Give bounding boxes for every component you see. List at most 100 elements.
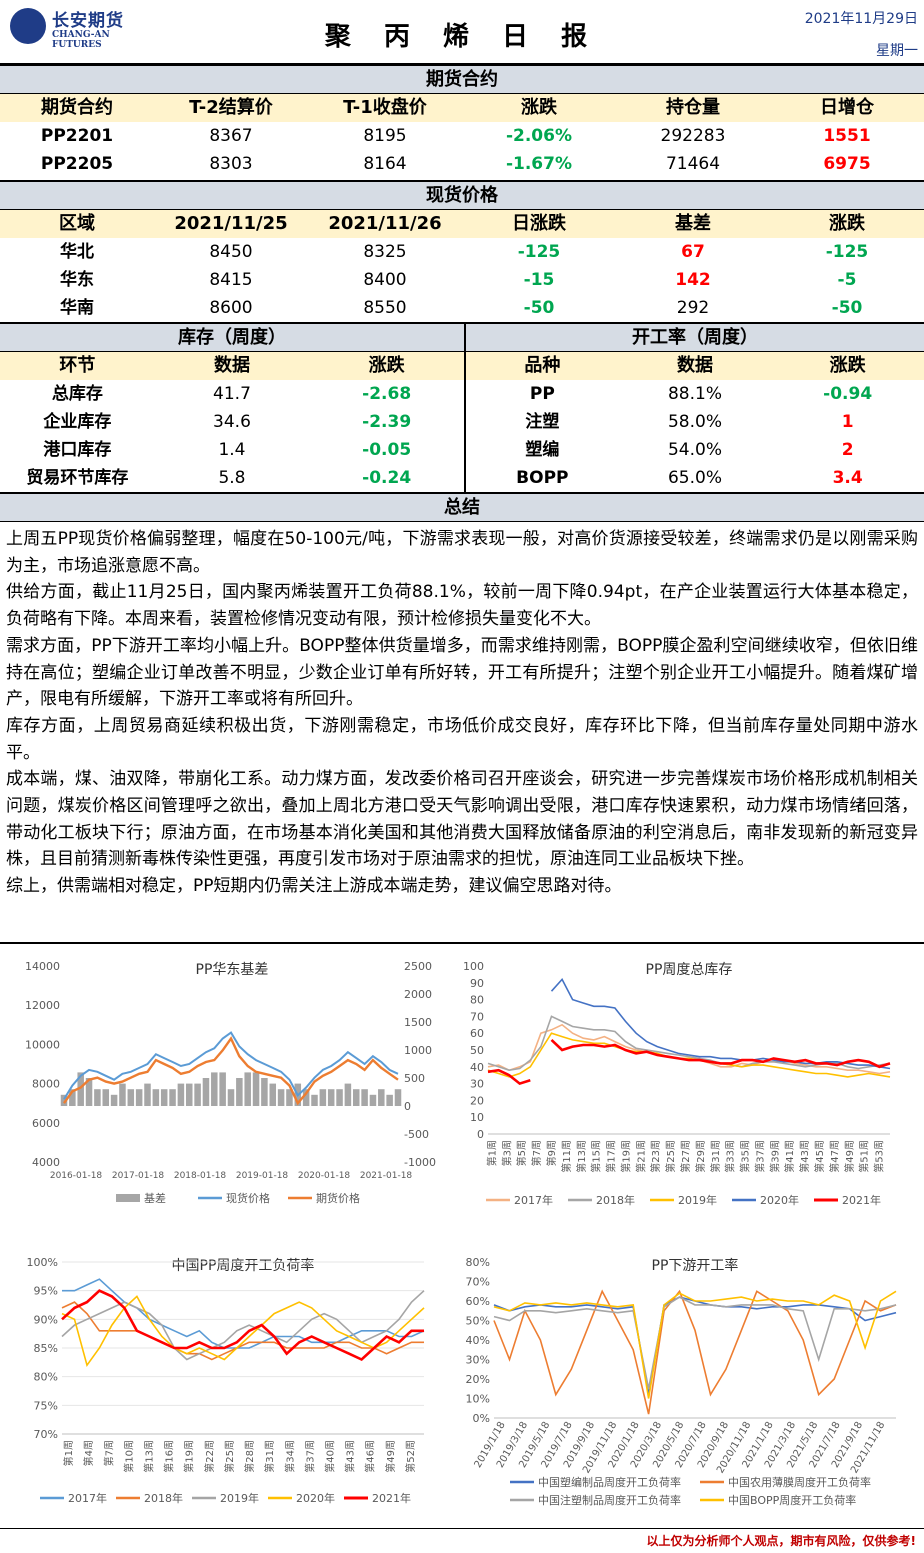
inventory-panel: 库存（周度） 环节 数据 涨跌 总库存 41.7 -2.68 企业库存 34.6… bbox=[0, 322, 466, 492]
daily-change: -125 bbox=[517, 242, 561, 262]
x-tick-label: 2016-01-18 bbox=[50, 1171, 103, 1181]
y-tick-label: 90% bbox=[34, 1313, 58, 1326]
basis-bar bbox=[194, 1083, 201, 1106]
spot-price-2: 8325 bbox=[363, 242, 407, 262]
x-tick-label: 第33周 bbox=[724, 1140, 737, 1173]
basis-bar bbox=[211, 1072, 218, 1106]
series-line-1 bbox=[487, 1023, 891, 1075]
basis-chart-svg: PP华东基差400060008000100001200014000-1000-5… bbox=[25, 960, 436, 1205]
y-tick-label: 100 bbox=[464, 960, 484, 973]
operating-rate: 54.0% bbox=[667, 440, 722, 460]
basis-bar bbox=[394, 1089, 402, 1106]
y-left-tick-label: 10000 bbox=[25, 1038, 60, 1051]
x-tick-label: 第15周 bbox=[590, 1140, 603, 1173]
x-tick-label: 第37周 bbox=[753, 1140, 766, 1173]
y-tick-label: 60 bbox=[470, 1027, 484, 1040]
y-tick-label: 50 bbox=[470, 1044, 484, 1057]
y-right-tick-label: 500 bbox=[404, 1072, 425, 1085]
spot-table: 区域 2021/11/25 2021/11/26 日涨跌 基差 涨跌 华北 84… bbox=[0, 210, 924, 322]
inventory-chart-svg: PP周度总库存 0 10 20 30 40 50 60 70 80 90 100 第1周 第3周 第5周 第7… bbox=[464, 960, 891, 1207]
x-tick-label: 第1周 bbox=[62, 1440, 75, 1466]
futures-section: 期货合约 期货合约 T-2结算价 T-1收盘价 涨跌 持仓量 日增仓 PP220… bbox=[0, 64, 924, 178]
x-tick-label: 第52周 bbox=[404, 1440, 417, 1473]
basis-bar bbox=[152, 1089, 160, 1106]
spot-price-1: 8415 bbox=[209, 270, 253, 290]
basis-bar bbox=[369, 1094, 377, 1106]
x-tick-label: 第10周 bbox=[122, 1440, 135, 1473]
x-tick-label: 第29周 bbox=[694, 1140, 707, 1173]
report-weekday: 星期一 bbox=[876, 43, 918, 59]
basis-bar bbox=[361, 1089, 368, 1106]
x-tick-label: 第5周 bbox=[515, 1140, 528, 1166]
daily-change: -15 bbox=[523, 270, 555, 290]
oi-change: 1551 bbox=[823, 126, 871, 146]
legend-label: 2020年 bbox=[296, 1491, 335, 1505]
basis-value: 67 bbox=[681, 242, 705, 262]
y-left-tick-label: 6000 bbox=[32, 1117, 60, 1130]
spot-section: 现货价格 区域 2021/11/25 2021/11/26 日涨跌 基差 涨跌 … bbox=[0, 180, 924, 322]
basis-bar bbox=[277, 1089, 285, 1106]
summary-body: 上周五PP现货价格偏弱整理，幅度在50-100元/吨，下游需求表现一般，对高价货… bbox=[0, 522, 924, 900]
series-line-5 bbox=[61, 1289, 424, 1362]
spot-header-row: 区域 2021/11/25 2021/11/26 日涨跌 基差 涨跌 bbox=[0, 210, 924, 238]
legend-label: 中国农用薄膜周度开工负荷率 bbox=[728, 1475, 871, 1489]
series-line-3 bbox=[61, 1290, 425, 1361]
report-header: 长安期货 CHANG-AN FUTURES 聚 丙 烯 日 报 2021年11月… bbox=[0, 0, 924, 64]
chart-title: PP周度总库存 bbox=[646, 962, 733, 978]
summary-section-title: 总结 bbox=[0, 494, 924, 522]
y-left-tick-label: 14000 bbox=[25, 960, 60, 973]
x-tick-label: 第46周 bbox=[364, 1440, 377, 1473]
basis-bar bbox=[169, 1089, 176, 1106]
table-row: 华东 8415 8400 -15 142 -5 bbox=[0, 266, 924, 294]
basis-bar bbox=[102, 1089, 110, 1106]
inventory-change: -2.68 bbox=[362, 384, 412, 404]
close-price: 8164 bbox=[363, 154, 407, 174]
futures-section-title: 期货合约 bbox=[0, 64, 924, 94]
chart-inventory: PP周度总库存 0 10 20 30 40 50 60 70 80 90 100 第1周 第3周 第5周 第7… bbox=[464, 952, 916, 1230]
y-tick-label: 0 bbox=[477, 1128, 484, 1141]
y-tick-label: 60% bbox=[466, 1295, 490, 1308]
basis-bar bbox=[286, 1089, 293, 1106]
footer-divider bbox=[0, 1528, 924, 1529]
spot-price-1: 8600 bbox=[209, 298, 253, 318]
spot-section-title: 现货价格 bbox=[0, 180, 924, 210]
x-tick-label: 第49周 bbox=[384, 1440, 397, 1473]
legend-label: 2017年 bbox=[68, 1491, 107, 1505]
column-header: 日增仓 bbox=[770, 94, 924, 122]
x-tick-label: 第13周 bbox=[143, 1440, 156, 1473]
table-row: 港口库存 1.4 -0.05 bbox=[0, 436, 464, 464]
operating-rate: 58.0% bbox=[667, 412, 722, 432]
y-right-tick-label: -500 bbox=[404, 1128, 429, 1141]
inventory-operating-section: 库存（周度） 环节 数据 涨跌 总库存 41.7 -2.68 企业库存 34.6… bbox=[0, 322, 924, 492]
operating-change: 1 bbox=[841, 412, 854, 432]
basis-bar bbox=[269, 1083, 277, 1106]
y-tick-label: 80% bbox=[466, 1256, 490, 1269]
y-tick-label: 75% bbox=[34, 1399, 58, 1412]
x-tick-label: 第19周 bbox=[619, 1140, 632, 1173]
basis-bar bbox=[85, 1078, 93, 1106]
table-row: PP2201 8367 8195 -2.06% 292283 1551 bbox=[0, 122, 924, 150]
legend-label: 现货价格 bbox=[226, 1191, 270, 1205]
basis-bar bbox=[227, 1089, 235, 1106]
spot-price-2: 8550 bbox=[363, 298, 407, 318]
y-left-tick-label: 8000 bbox=[32, 1078, 60, 1091]
chart-pp-operating: 中国PP周度开工负荷率 70% 75% 80% 85% 90% 95% 100% 第1周 第4周第… bbox=[6, 1248, 456, 1526]
product-name: 塑编 bbox=[525, 440, 560, 460]
x-tick-label: 2018-01-18 bbox=[174, 1171, 227, 1181]
operating-rate: 65.0% bbox=[667, 468, 722, 488]
inventory-value: 1.4 bbox=[218, 440, 246, 460]
y-right-tick-label: 2000 bbox=[404, 988, 432, 1001]
report-title: 聚 丙 烯 日 报 bbox=[324, 22, 600, 52]
x-tick-label: 第53周 bbox=[873, 1140, 886, 1173]
column-header: 期货合约 bbox=[0, 94, 154, 122]
table-row: 华北 8450 8325 -125 67 -125 bbox=[0, 238, 924, 266]
basis-bar bbox=[378, 1089, 385, 1106]
basis-change: -125 bbox=[825, 242, 869, 262]
x-tick-label: 第31周 bbox=[709, 1140, 722, 1173]
inventory-change: -0.24 bbox=[362, 468, 412, 488]
spot-price-1: 8450 bbox=[209, 242, 253, 262]
inventory-value: 34.6 bbox=[213, 412, 251, 432]
y-tick-label: 30 bbox=[470, 1078, 484, 1091]
operating-table: 品种 数据 涨跌 PP 88.1% -0.94 注塑 58.0% 1 塑编 54… bbox=[466, 352, 924, 492]
logo-text-cn: 长安期货 bbox=[52, 11, 124, 31]
